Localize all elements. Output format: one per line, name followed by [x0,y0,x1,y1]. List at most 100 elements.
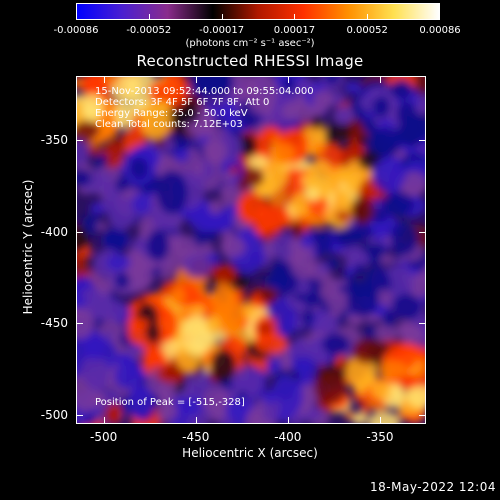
image-texture-blob [379,254,395,265]
colorbar-tick-label: -0.00086 [53,25,99,36]
image-texture-blob [175,103,200,124]
image-texture-blob [173,147,190,163]
image-texture-blob [390,222,418,256]
image-texture-blob [208,199,222,215]
image-texture-blob [312,89,334,110]
image-texture-blob [360,404,371,414]
image-texture-blob [347,119,364,138]
image-texture-blob [127,318,154,347]
time-range-label: 15-Nov-2013 09:52:44.000 to 09:55:04.000 [95,86,314,97]
image-texture-blob [266,358,282,373]
colorbar-tick-label: -0.00017 [199,25,245,36]
image-texture-blob [80,77,103,95]
image-texture-blob [247,155,269,169]
image-texture-blob [97,280,112,295]
image-texture-blob [258,204,291,231]
image-texture-blob [156,365,186,384]
image-texture-blob [146,229,170,262]
image-texture-blob [170,287,186,305]
colorbar-units: (photons cm⁻² s⁻¹ asec⁻²) [185,38,315,49]
image-texture-blob [256,321,273,336]
x-tick-mark [103,417,105,424]
image-texture-blob [139,102,172,140]
image-texture-blob [151,267,163,276]
image-texture-blob [77,138,90,171]
image-texture-blob [106,254,131,272]
colorbar [76,3,440,20]
colorbar-tick-label: -0.00052 [126,25,172,36]
image-texture-blob [77,168,92,187]
image-texture-blob [300,235,314,249]
image-texture-blob [82,213,102,235]
image-texture-blob [110,77,139,103]
timestamp: 18-May-2022 12:04 [370,480,496,494]
image-texture-blob [381,191,415,217]
image-texture-blob [346,283,380,317]
x-tick-mark [103,76,105,83]
colorbar-tick [294,14,296,19]
image-texture-blob [114,352,134,367]
image-texture-blob [329,309,342,318]
image-texture-blob [296,77,315,95]
image-texture-blob [144,355,157,366]
image-texture-blob [363,325,377,339]
image-texture-blob [161,77,189,108]
image-texture-blob [351,412,368,423]
image-texture-blob [406,385,425,408]
image-texture-blob [395,100,418,127]
image-plot: 15-Nov-2013 09:52:44.000 to 09:55:04.000… [76,76,426,424]
image-texture-blob [372,209,389,223]
image-texture-blob [162,137,175,153]
image-texture-blob [325,257,340,271]
y-tick-mark [76,414,83,416]
x-tick-label: -450 [182,430,210,444]
image-texture-blob [114,101,135,130]
image-texture-blob [282,101,302,120]
image-texture-blob [307,187,320,202]
image-texture-blob [219,235,246,258]
x-tick-label: -350 [366,430,394,444]
y-tick-mark [76,323,83,325]
image-texture-blob [352,222,375,241]
image-texture-blob [392,293,422,321]
image-texture-blob [291,224,304,239]
y-tick-mark [419,323,426,325]
image-texture-blob [323,77,341,85]
image-texture-blob [311,115,324,130]
image-texture-blob [77,257,86,269]
image-texture-blob [407,267,420,275]
image-texture-blob [372,156,406,194]
image-texture-blob [381,316,392,325]
colorbar-tick-label: 0.00017 [273,25,316,36]
image-texture-blob [89,291,113,319]
image-texture-blob [154,402,179,421]
y-tick-label: -400 [40,224,68,239]
x-axis-label: Heliocentric X (arcsec) [182,446,318,460]
image-texture-blob [113,362,144,390]
y-tick-label: -500 [40,407,68,422]
image-texture-blob [90,395,107,406]
image-texture-blob [404,325,425,343]
image-texture-blob [370,380,391,401]
x-tick-mark [379,76,381,83]
image-texture-blob [77,120,101,139]
image-texture-blob [220,171,236,182]
image-texture-blob [201,207,235,233]
image-texture-blob [115,272,130,290]
image-texture-blob [83,104,101,116]
image-texture-blob [104,77,119,87]
x-tick-mark [287,76,289,83]
colorbar-tick-label: 0.00086 [419,25,461,36]
image-texture-blob [205,314,221,334]
y-axis-label: Heliocentric Y (arcsec) [21,179,35,315]
image-texture-blob [237,134,258,158]
image-texture-blob [354,262,366,275]
image-texture-blob [106,402,123,423]
image-texture-blob [195,229,218,244]
energy-range-label: Energy Range: 25.0 - 50.0 keV [95,108,248,119]
image-texture-blob [181,314,213,356]
x-tick-mark [287,417,289,424]
colorbar-tick [221,14,223,19]
image-texture-blob [103,330,115,340]
image-texture-blob [351,196,375,225]
